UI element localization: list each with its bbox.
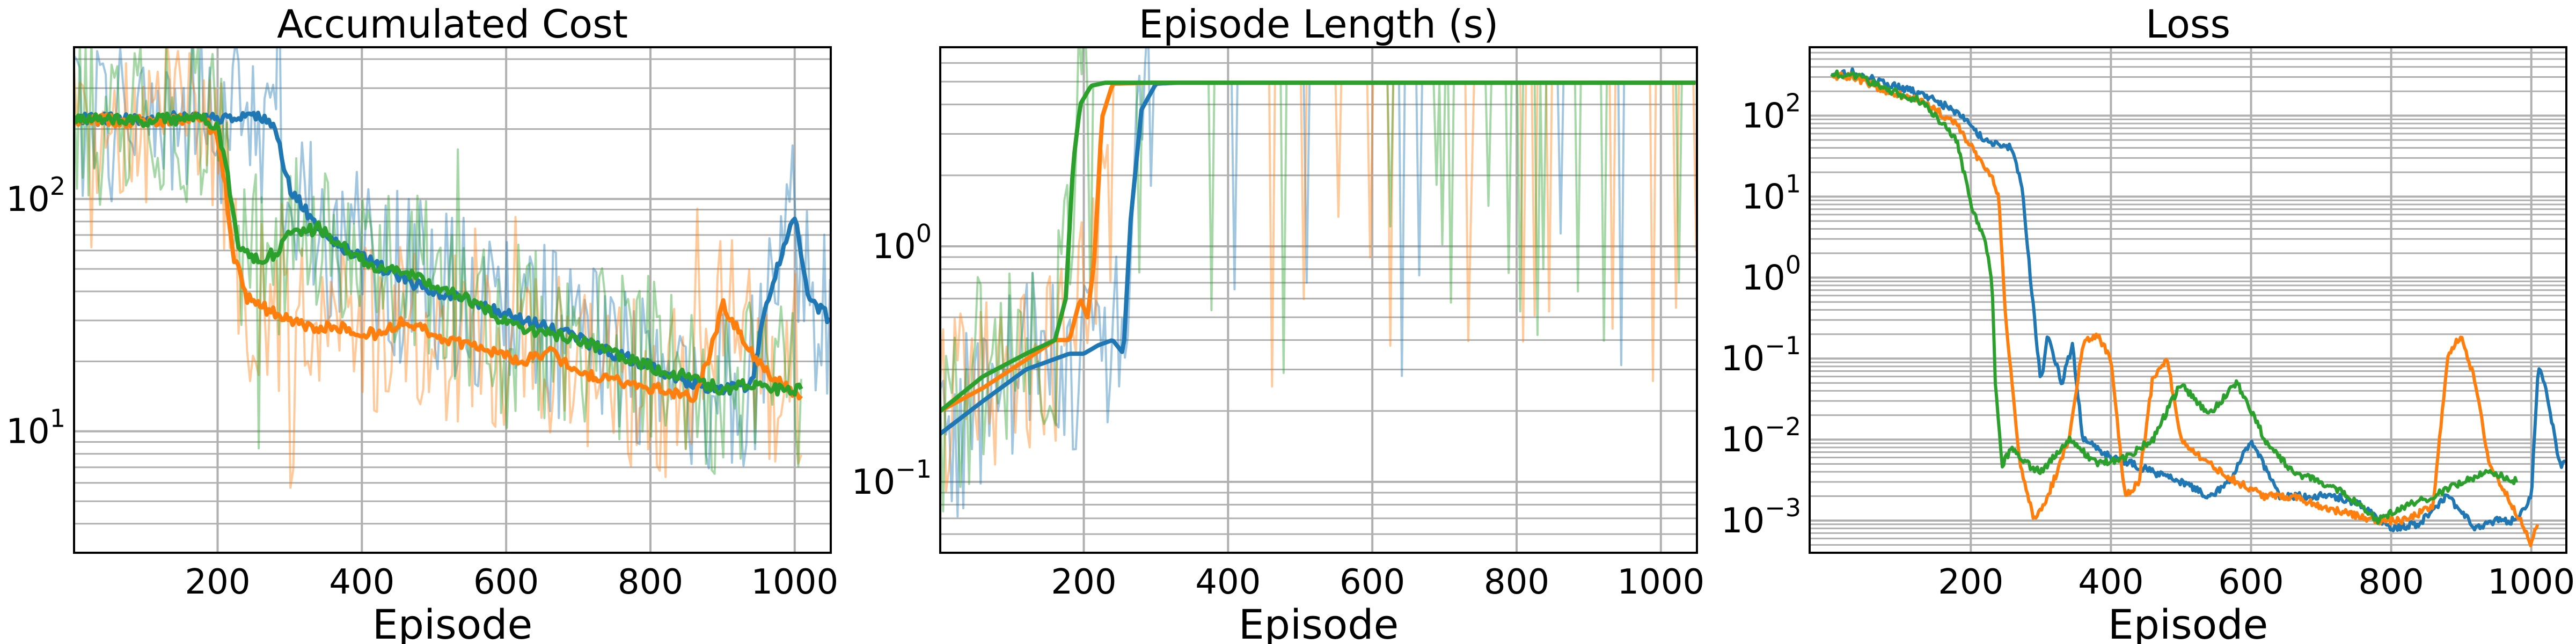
x-axis-label: Episode [2108, 601, 2268, 644]
series-3-line [74, 111, 803, 397]
series-3-raw [940, 47, 1696, 513]
x-tick-label: 1000 [1617, 562, 1704, 602]
x-tick-label: 200 [1051, 562, 1116, 602]
y-tick-label: 101 [1741, 169, 1801, 217]
axes-frame [1809, 46, 2567, 554]
x-axis-label: Episode [1239, 601, 1399, 644]
grid [1810, 46, 2566, 554]
plot-area [74, 47, 831, 489]
x-tick-label: 1000 [751, 562, 838, 602]
x-tick-label: 200 [1938, 562, 2003, 602]
chart-panel-1: 200 400 600 800 1000 101 102 Accumulated Cost Ep… [6, 2, 838, 644]
series-3-line [1830, 69, 2519, 525]
y-tick-label: 102 [1741, 89, 1801, 136]
series-3-line [940, 80, 1696, 413]
axes-frame [73, 46, 832, 554]
y-tick-label: 100 [872, 219, 932, 267]
chart-title: Episode Length (s) [1139, 2, 1499, 47]
x-tick-label: 800 [618, 562, 683, 602]
x-tick-label: 600 [473, 562, 539, 602]
y-tick-label: 10−1 [1721, 331, 1801, 379]
chart-panel-2: 200 400 600 800 1000 10−1 100 Episode Length (s… [852, 2, 1704, 644]
chart-title: Loss [2146, 2, 2230, 47]
series-1-raw [74, 47, 831, 470]
y-tick-label: 10−1 [852, 455, 932, 502]
y-tick-label: 100 [1741, 250, 1801, 298]
x-tick-label: 400 [329, 562, 394, 602]
series-1-line [1831, 67, 2566, 532]
y-tick-label: 102 [6, 172, 65, 219]
x-tick-label: 1000 [2487, 562, 2575, 602]
x-tick-label: 800 [2359, 562, 2424, 602]
x-tick-label: 600 [2218, 562, 2284, 602]
chart-title: Accumulated Cost [277, 2, 628, 47]
x-tick-label: 400 [2078, 562, 2143, 602]
x-tick-label: 400 [1195, 562, 1261, 602]
x-axis-label: Episode [372, 601, 532, 644]
series-3-raw [74, 47, 802, 475]
x-tick-label: 200 [185, 562, 250, 602]
series-2-line [1831, 71, 2540, 547]
y-tick-label: 101 [6, 404, 65, 452]
y-tick-label: 10−2 [1721, 412, 1801, 460]
y-tick-label: 10−3 [1721, 493, 1801, 541]
axes-frame [939, 46, 1698, 554]
series-1-line [940, 80, 1696, 436]
series-2-raw [74, 47, 802, 489]
x-tick-label: 600 [1340, 562, 1405, 602]
series-1-raw [940, 47, 1696, 518]
plot-area [940, 47, 1697, 518]
x-tick-label: 800 [1484, 562, 1549, 602]
plot-area [1830, 67, 2566, 547]
chart-panel-3: 200 400 600 800 1000 10−3 10−2 10−1 100 101 102 Los… [1721, 2, 2575, 644]
